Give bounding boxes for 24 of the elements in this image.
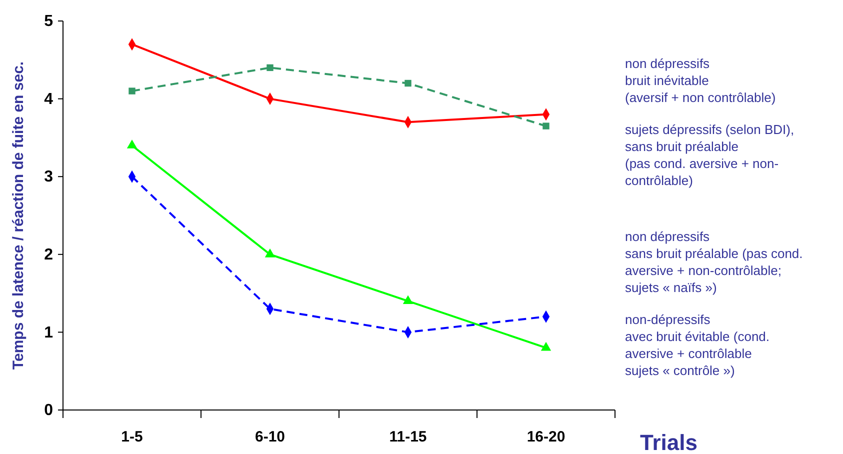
point [264,248,276,258]
point [404,80,412,87]
x-axis-title: Trials [640,430,698,454]
y-tick-label: 4 [44,90,54,108]
point [542,122,550,130]
point [402,295,414,304]
y-tick-label: 5 [44,13,54,30]
x-tick-label: 16-20 [526,428,566,446]
y-axis-title: Temps de latence / réaction de fuite en sec. [10,61,27,370]
text: non-dépressifs avec bruit évitable (cond. aversive + contrôlable sujets « contrôle ») [625,312,770,378]
point [128,88,136,94]
text: non dépressifs bruit inévitable (aversif + non contrôlable) [625,56,776,105]
point [540,342,552,351]
y-tick-label: 0 [44,402,54,420]
x-tick-label: 11-15 [389,428,427,446]
y-tick-label: 2 [44,246,54,264]
y-tick-label: 1 [44,324,54,342]
point [266,64,274,72]
x-tick-label: 6-10 [254,428,286,446]
text: sujets dépressifs (selon BDI), sans bruit préalable (pas cond. aversive + non- contrôlable) [625,122,794,188]
x-tick-label: 1-5 [121,428,143,446]
point [126,140,138,148]
text: non dépressifs sans bruit préalable (pas cond. aversive + non-contrôlable; sujets « naïfs ») [625,229,803,295]
y-tick-label: 3 [44,168,54,186]
